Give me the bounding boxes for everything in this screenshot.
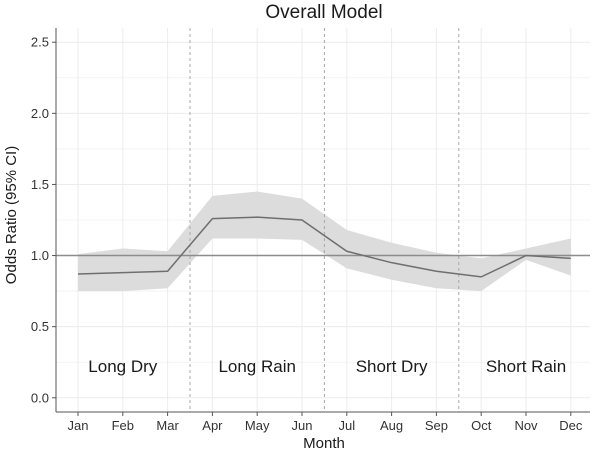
season-dividers: [189, 28, 460, 412]
confidence-band-area: [78, 191, 571, 292]
x-tick-label: Aug: [380, 418, 403, 433]
x-tick-label: Nov: [514, 418, 538, 433]
y-tick-label: 0.5: [31, 319, 49, 334]
x-axis-label: Month: [303, 435, 345, 452]
y-tick-label: 2.0: [31, 106, 49, 121]
x-tick-label: Mar: [156, 418, 179, 433]
y-axis-label: Odds Ratio (95% CI): [3, 146, 20, 284]
chart-title: Overall Model: [265, 2, 382, 23]
y-tick-label: 1.5: [31, 177, 49, 192]
confidence-band: [78, 191, 571, 292]
x-tick-label: Feb: [112, 418, 134, 433]
x-tick-label: May: [245, 418, 270, 433]
season-labels: Long Dry Long Rain Short Dry Short Rain: [88, 357, 566, 376]
x-tick-label: Dec: [559, 418, 583, 433]
season-label: Short Rain: [486, 357, 566, 376]
x-tick-label: Jan: [68, 418, 89, 433]
y-tick-label: 2.5: [31, 35, 49, 50]
x-tick-label: Jun: [292, 418, 313, 433]
x-tick-label: Sep: [425, 418, 448, 433]
odds-ratio-line-group: [77, 216, 571, 278]
x-tick-label: Apr: [202, 418, 223, 433]
odds-ratio-line: [77, 216, 571, 278]
x-tick-label: Oct: [471, 418, 492, 433]
grid: [56, 28, 590, 412]
season-label: Long Rain: [218, 357, 296, 376]
season-label: Short Dry: [356, 357, 428, 376]
y-tick-label: 0.0: [31, 390, 49, 405]
season-label: Long Dry: [88, 357, 157, 376]
axes: 0.0 0.5 1.0 1.5 2.0 2.5 Jan Feb Mar Apr May Jun Jul A…: [31, 28, 590, 433]
x-tick-label: Jul: [338, 418, 355, 433]
y-tick-label: 1.0: [31, 248, 49, 263]
